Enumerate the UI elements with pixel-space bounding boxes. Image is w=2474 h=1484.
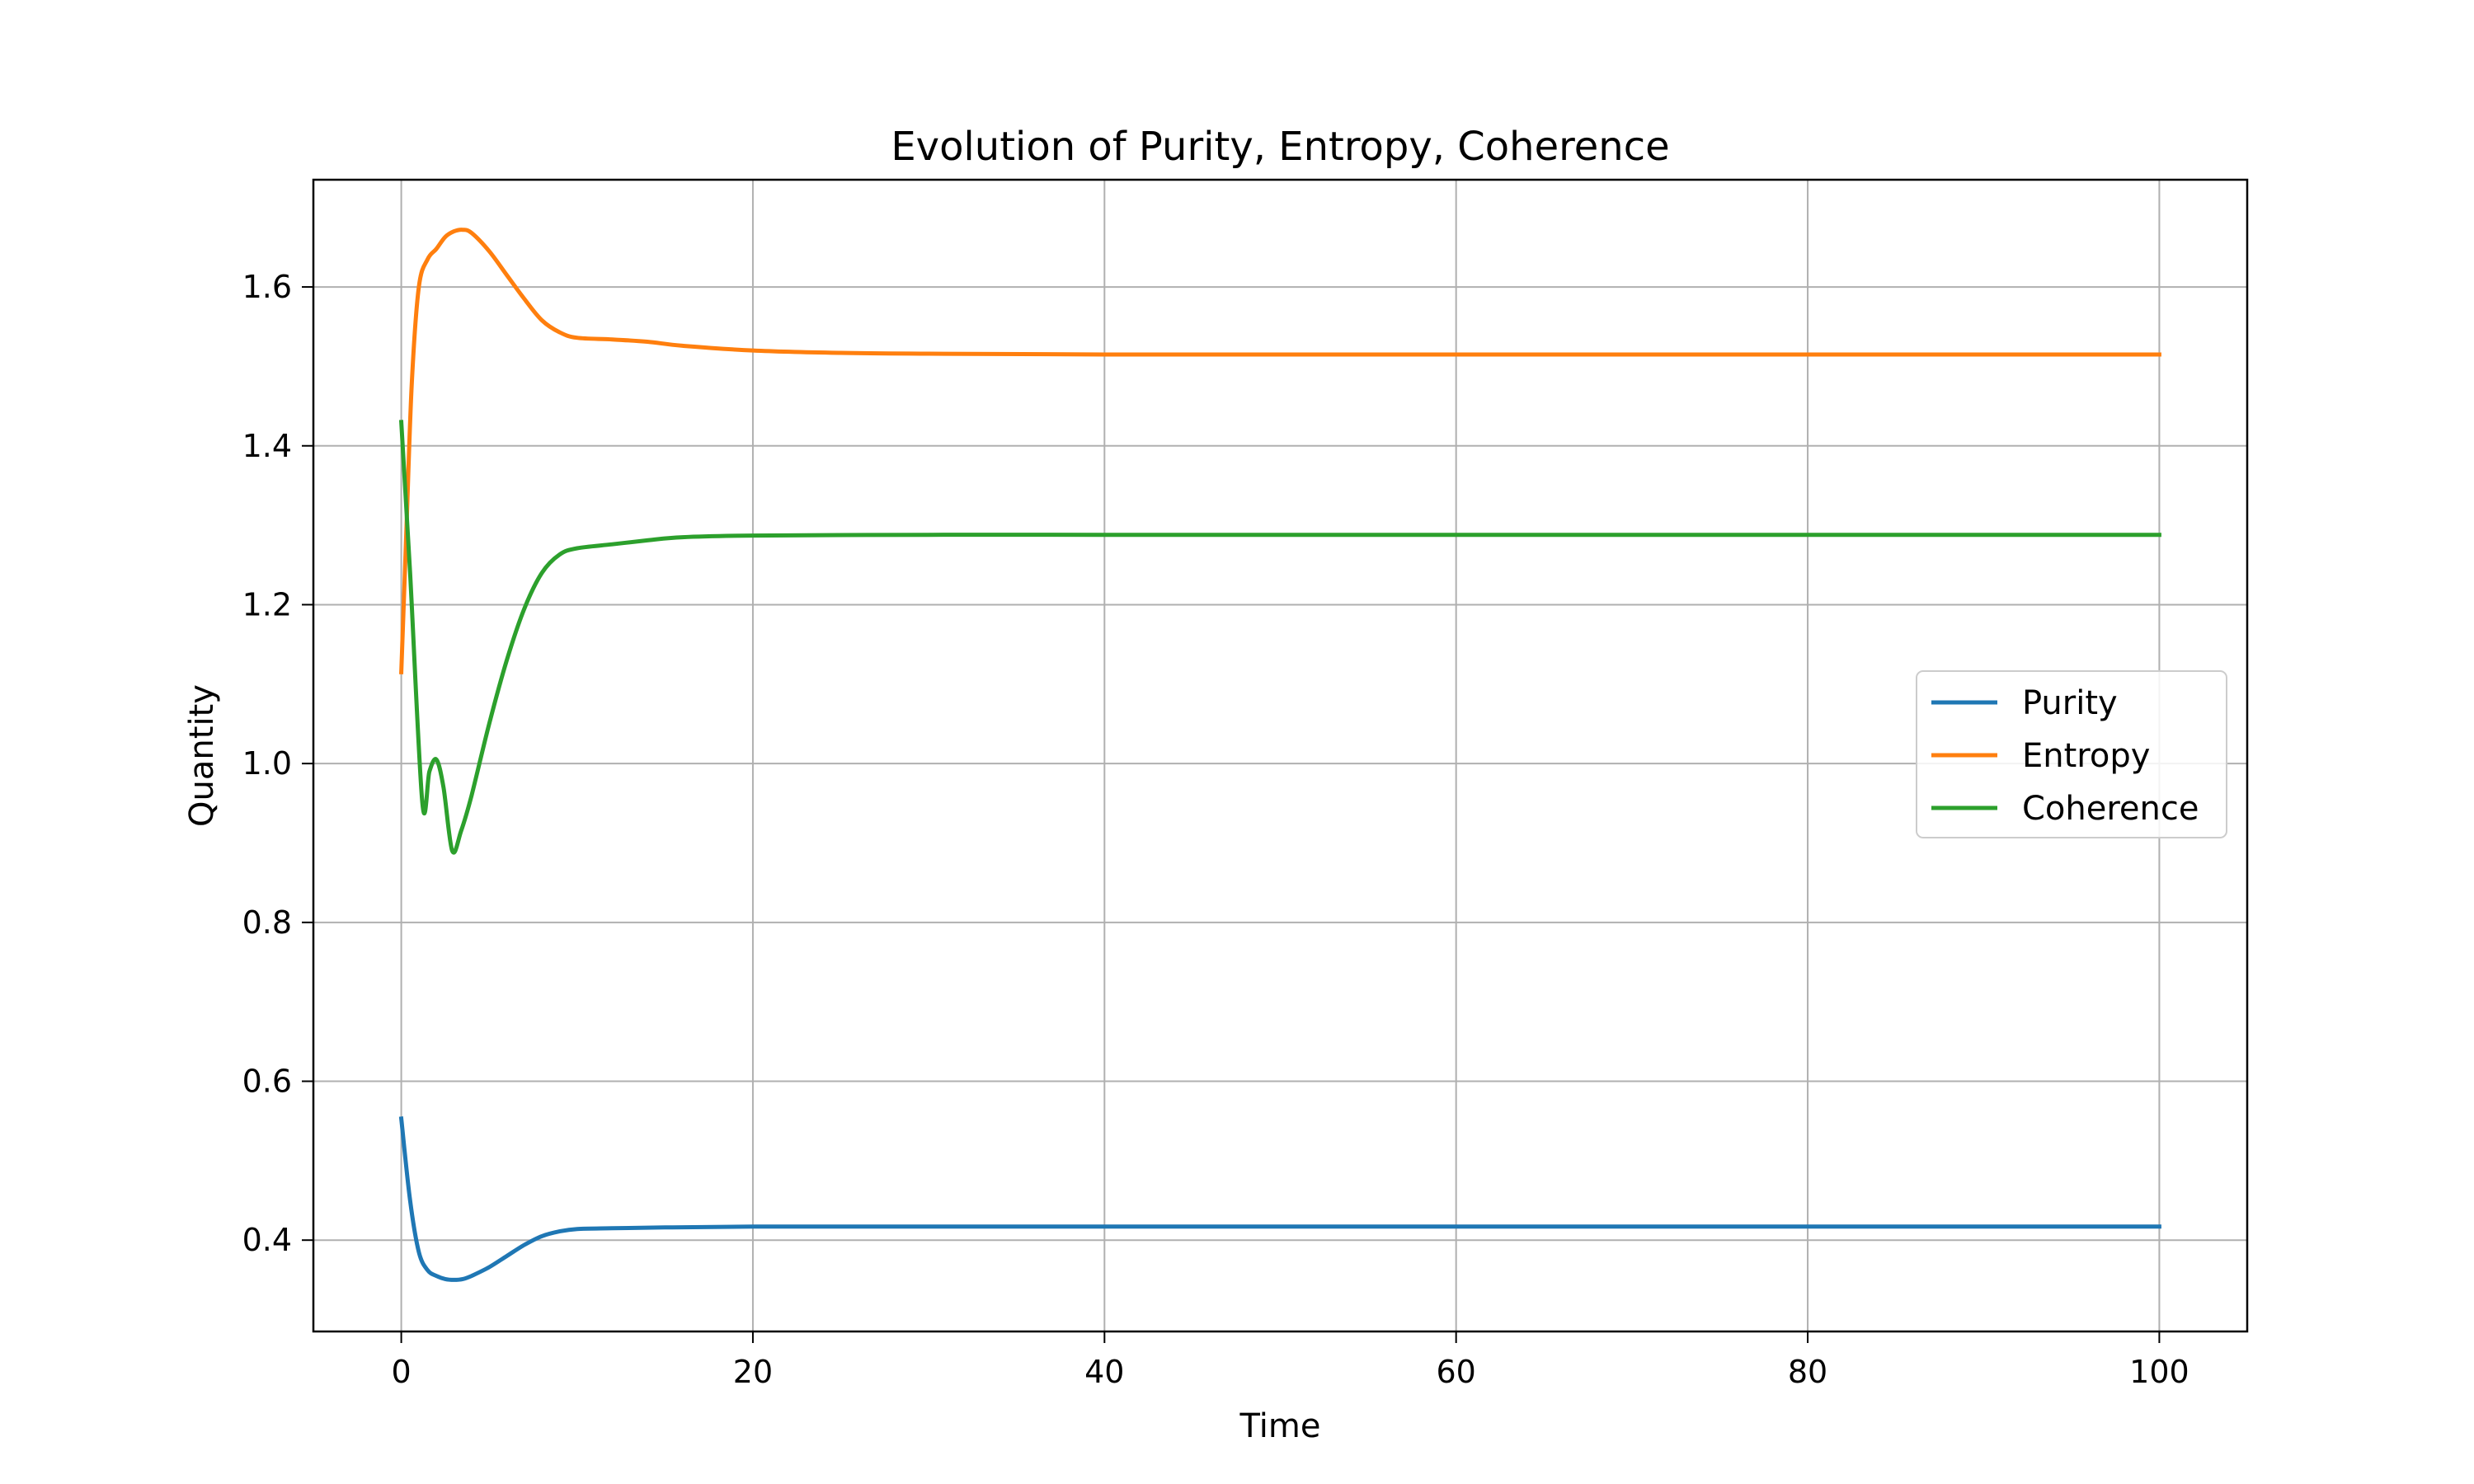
x-axis-label: Time: [1239, 1407, 1321, 1445]
x-tick-label: 0: [391, 1354, 411, 1390]
series-line-coherence: [398, 420, 2161, 855]
y-tick-label: 0.4: [242, 1222, 292, 1258]
series-line-entropy: [399, 228, 2161, 674]
x-tick-label: 80: [1788, 1354, 1827, 1390]
axis-ticks: 0 20 40 60 80 100 0.4 0.6 0.8 1.0 1.2 1.4 1.6: [242, 269, 2189, 1390]
y-tick-label: 1.4: [242, 428, 292, 464]
y-tick-label: 1.2: [242, 586, 292, 622]
legend-label-coherence: Coherence: [2022, 790, 2199, 828]
series-lines: [398, 228, 2161, 1282]
legend: Purity Entropy Coherence: [1916, 670, 2227, 838]
series-line-purity: [398, 1116, 2161, 1282]
y-tick-label: 1.0: [242, 745, 292, 782]
x-tick-label: 100: [2129, 1354, 2189, 1390]
y-tick-label: 1.6: [242, 269, 292, 305]
x-tick-label: 20: [733, 1354, 773, 1390]
axes-frame: [312, 178, 2249, 1333]
x-tick-label: 60: [1437, 1354, 1476, 1390]
legend-label-purity: Purity: [2022, 684, 2118, 722]
y-tick-label: 0.8: [242, 904, 292, 941]
x-tick-label: 40: [1084, 1354, 1124, 1390]
y-axis-label: Quantity: [183, 684, 221, 827]
y-tick-label: 0.6: [242, 1064, 292, 1100]
legend-box: [1916, 670, 2227, 838]
legend-label-entropy: Entropy: [2022, 737, 2150, 775]
chart-title: Evolution of Purity, Entropy, Coherence: [891, 124, 1669, 170]
